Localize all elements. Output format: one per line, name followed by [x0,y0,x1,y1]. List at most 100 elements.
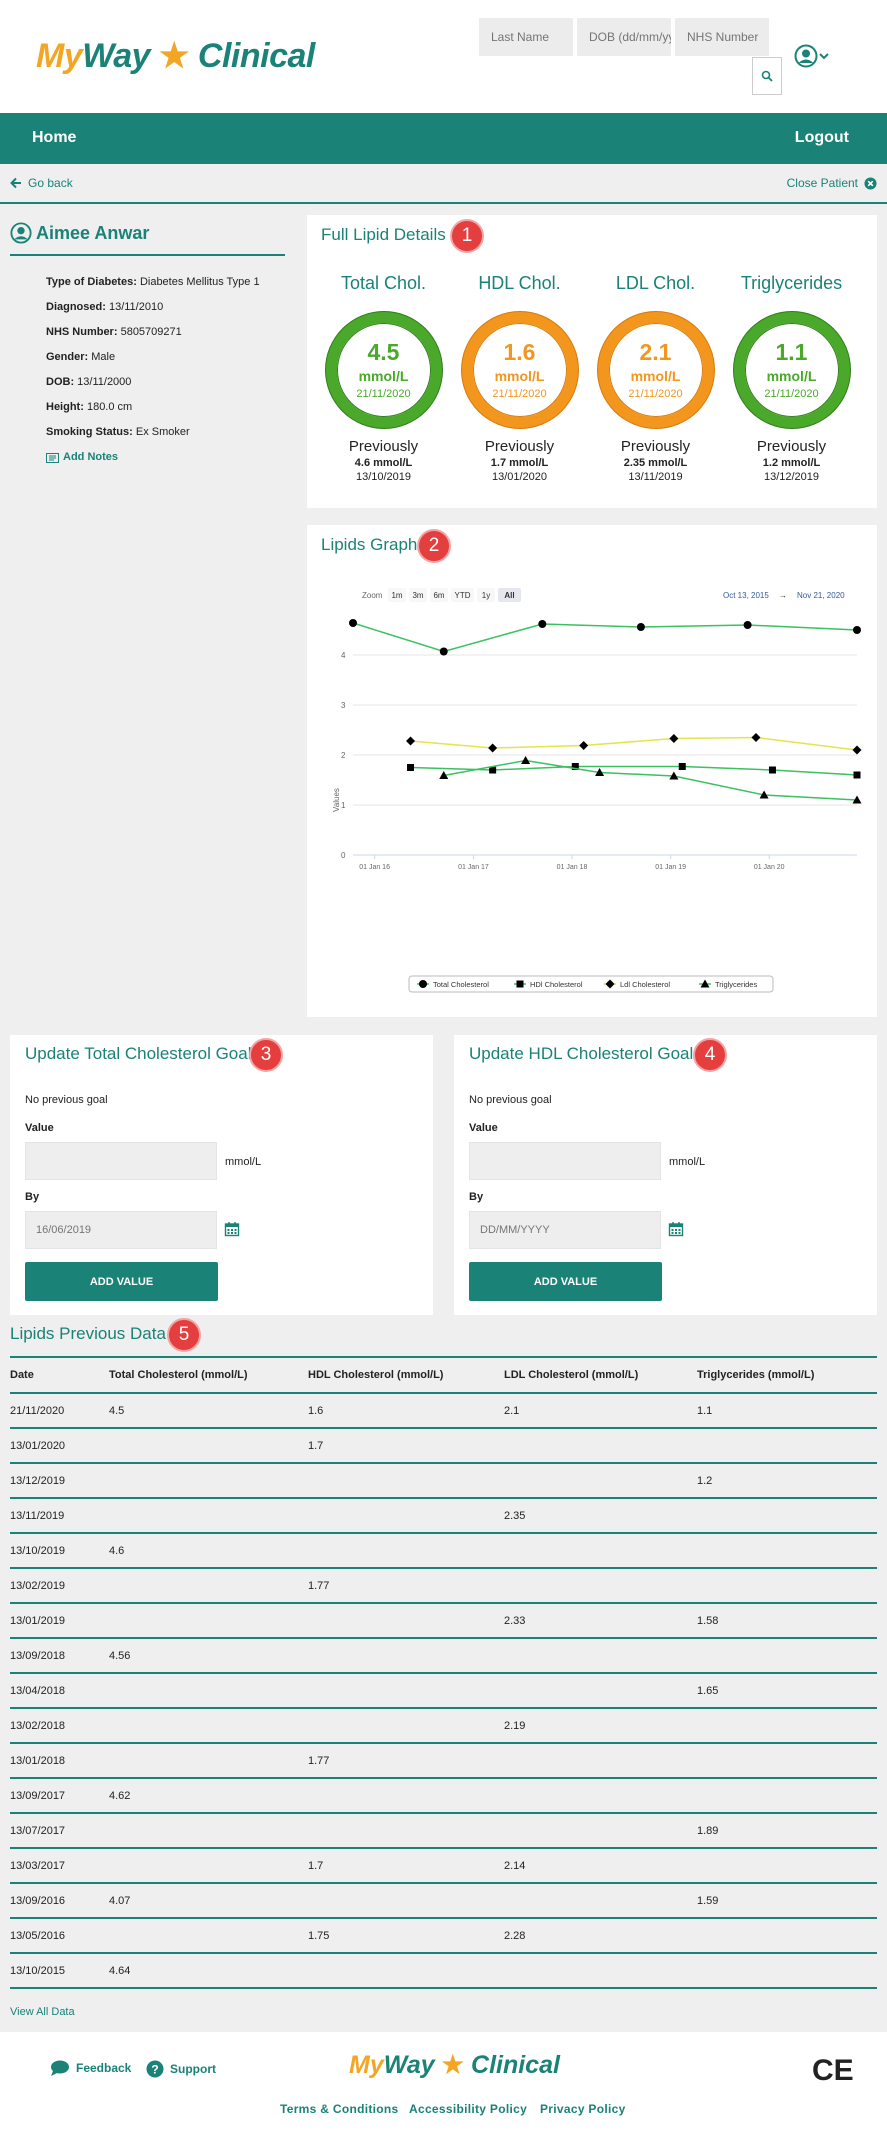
table-cell: 1.75 [308,1918,504,1954]
user-avatar-icon [794,44,818,68]
lipid-date: 21/11/2020 [628,388,683,400]
table-cell: 13/05/2016 [10,1918,109,1954]
no-previous-goal: No previous goal [25,1094,108,1106]
ce-mark: CE [812,2054,854,2087]
data-point-ldl-cholesterol[interactable] [852,745,862,755]
close-patient-link[interactable]: Close Patient [787,176,877,190]
speech-bubble-icon [51,2060,69,2076]
table-cell [109,1918,308,1954]
add-value-button[interactable]: ADD VALUE [469,1262,662,1301]
data-point-hdl-cholesterol[interactable] [768,766,776,774]
table-cell [697,1428,877,1464]
data-point-total-cholesterol[interactable] [636,623,645,631]
table-cell: 13/01/2018 [10,1743,109,1779]
data-point-hdl-cholesterol[interactable] [407,764,415,771]
data-point-ldl-cholesterol[interactable] [751,733,761,742]
data-point-ldl-cholesterol[interactable] [406,736,416,746]
table-cell [504,1533,697,1569]
calendar-icon[interactable] [224,1221,240,1237]
star-icon: ★ [441,2051,465,2079]
data-point-hdl-cholesterol[interactable] [853,771,861,779]
zoom-button-bg [451,588,474,602]
data-point-triglycerides[interactable] [595,768,605,776]
data-point-hdl-cholesterol[interactable] [571,763,579,770]
calendar-icon[interactable] [668,1221,684,1237]
lipid-value-ring: 1.6 mmol/L 21/11/2020 [461,312,578,428]
add-value-button[interactable]: ADD VALUE [25,1262,218,1301]
support-link[interactable]: ? Support [146,2060,216,2078]
table-row: 13/02/2018 2.19 [10,1708,877,1744]
data-point-hdl-cholesterol[interactable] [678,763,686,770]
y-tick-label: 3 [341,701,346,710]
nav-home-link[interactable]: Home [32,129,77,146]
lipid-name: Triglycerides [740,273,843,293]
legend-label-total-cholesterol[interactable]: Total Cholesterol [433,980,489,989]
data-point-triglycerides[interactable] [852,795,862,804]
nav-logout-link[interactable]: Logout [794,129,849,146]
lipid-value: 2.1 [639,339,672,365]
legend-marker-total-cholesterol[interactable] [419,980,427,988]
add-notes-link[interactable]: Add Notes [46,445,285,470]
zoom-button-6m[interactable]: 6m [433,591,444,600]
legend-label-hdl-cholesterol[interactable]: HDl Cholesterol [530,980,583,989]
data-point-ldl-cholesterol[interactable] [488,743,498,753]
svg-text:?: ? [151,2063,158,2077]
table-cell [109,1708,308,1744]
table-row: 13/12/2019 1.2 [10,1463,877,1499]
lipid-triglycerides: Triglycerides 1.1 mmol/L 21/11/2020 Prev… [724,273,859,483]
table-row: 13/10/2015 4.64 [10,1953,877,1989]
data-point-total-cholesterol[interactable] [349,619,357,627]
table-cell [504,1673,697,1709]
goal-date-input[interactable] [25,1211,217,1249]
table-cell: 13/01/2020 [10,1428,109,1464]
go-back-link[interactable]: Go back [10,176,73,190]
feedback-link[interactable]: Feedback [50,2060,131,2076]
data-point-hdl-cholesterol[interactable] [489,766,497,774]
last-name-input[interactable] [479,18,573,56]
go-back-label: Go back [28,176,73,190]
goal-value-input[interactable] [469,1142,661,1180]
terms-link[interactable]: Terms & Conditions [280,2102,399,2116]
detail-diabetes-type: Type of Diabetes: Diabetes Mellitus Type… [46,276,260,288]
table-cell: 4.56 [109,1638,308,1674]
data-point-ldl-cholesterol[interactable] [669,734,679,743]
view-all-data-link[interactable]: View All Data [10,2006,75,2018]
data-point-triglycerides[interactable] [521,756,531,764]
legend-marker-ldl-cholesterol[interactable] [605,979,615,989]
range-from[interactable]: Oct 13, 2015 [723,591,769,600]
legend-label-triglycerides[interactable]: Triglycerides [715,980,757,989]
zoom-button-1y[interactable]: 1y [482,591,490,600]
zoom-button-1m[interactable]: 1m [391,591,402,600]
footer: Feedback ? Support MyWay ★ Clinical CE T… [0,2032,887,2132]
data-point-triglycerides[interactable] [439,771,449,779]
data-point-total-cholesterol[interactable] [439,647,448,656]
goal-value-input[interactable] [25,1142,217,1180]
zoom-button-all[interactable]: All [504,591,514,600]
search-button[interactable] [752,57,782,95]
accessibility-link[interactable]: Accessibility Policy [409,2102,528,2116]
nhs-number-input[interactable] [675,18,769,56]
data-point-total-cholesterol[interactable] [853,626,861,634]
legend-marker-triglycerides[interactable] [700,979,710,988]
data-point-total-cholesterol[interactable] [538,620,547,628]
previous-value: 2.35 mmol/L [623,457,688,469]
range-to[interactable]: Nov 21, 2020 [797,591,845,600]
mywayclinical-logo[interactable]: MyWay ★ Clinical [36,37,315,75]
dob-input[interactable] [577,18,671,56]
data-point-ldl-cholesterol[interactable] [579,741,589,750]
data-point-total-cholesterol[interactable] [743,621,752,629]
chart-series [349,619,862,804]
series-line-total-cholesterol [352,622,858,653]
legend-marker-hdl-cholesterol[interactable] [516,980,524,988]
zoom-button-ytd[interactable]: YTD [455,591,471,600]
data-point-triglycerides[interactable] [759,790,769,799]
privacy-link[interactable]: Privacy Policy [540,2102,626,2116]
table-row: 13/10/2019 4.6 [10,1533,877,1569]
data-point-triglycerides[interactable] [669,771,679,780]
goal-date-input[interactable] [469,1211,661,1249]
table-cell [697,1848,877,1884]
zoom-button-3m[interactable]: 3m [412,591,423,600]
y-tick-label: 0 [341,851,346,860]
user-menu[interactable] [794,42,834,70]
legend-label-ldl-cholesterol[interactable]: Ldl Cholesterol [620,980,670,989]
